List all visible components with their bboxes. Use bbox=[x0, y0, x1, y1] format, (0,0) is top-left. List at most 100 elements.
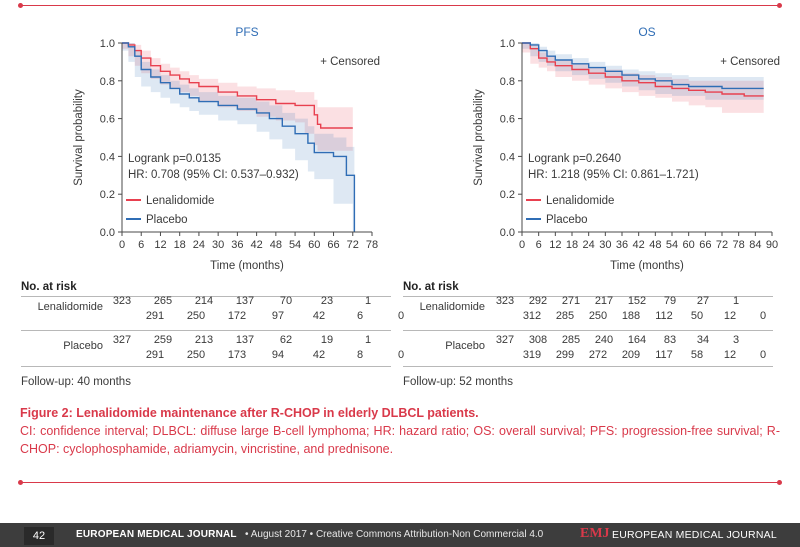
followup-note: Follow-up: 40 months bbox=[21, 376, 131, 388]
os-x-tick-label: 48 bbox=[649, 239, 661, 251]
pfs-x-tick-label: 30 bbox=[212, 239, 224, 251]
risk-value: 271 bbox=[561, 295, 581, 307]
risk-value: 0 bbox=[397, 349, 405, 361]
caption-title: Figure 2: Lenalidomide maintenance after… bbox=[20, 406, 479, 420]
os-curve-placebo bbox=[522, 42, 764, 90]
risk-value: 319 bbox=[522, 349, 542, 361]
os-stats-line: HR: 1.218 (95% CI: 0.861–1.721) bbox=[528, 169, 699, 181]
os-y-tick-label: 0.8 bbox=[500, 76, 515, 88]
pfs-curve-placebo bbox=[122, 42, 356, 232]
risk-value: 27 bbox=[696, 295, 710, 307]
os-x-tick-label: 12 bbox=[549, 239, 561, 251]
pfs-y-tick-label: 1.0 bbox=[100, 38, 115, 50]
risk-value: 152 bbox=[627, 295, 647, 307]
risk-separator bbox=[403, 366, 773, 367]
followup-note: Follow-up: 52 months bbox=[403, 376, 513, 388]
pfs-x-tick-label: 18 bbox=[174, 239, 186, 251]
caption-body: CI: confidence interval; DLBCL: diffuse … bbox=[20, 424, 780, 456]
os-y-axis-label: Survival probability bbox=[473, 89, 485, 186]
risk-value: 137 bbox=[235, 295, 255, 307]
os-censored-label: + Censored bbox=[720, 56, 780, 68]
risk-value: 323 bbox=[112, 295, 132, 307]
risk-value: 327 bbox=[495, 334, 515, 346]
figure-caption: Figure 2: Lenalidomide maintenance after… bbox=[20, 406, 780, 458]
os-ci-band-lenalidomide bbox=[522, 43, 764, 113]
risk-value: 299 bbox=[555, 349, 575, 361]
os-x-axis-label: Time (months) bbox=[610, 260, 684, 272]
page-number: 42 bbox=[24, 527, 54, 545]
os-x-tick-label: 24 bbox=[583, 239, 595, 251]
risk-separator bbox=[403, 296, 773, 297]
risk-value: 250 bbox=[186, 349, 206, 361]
os-x-tick-label: 18 bbox=[566, 239, 578, 251]
risk-value: 79 bbox=[663, 295, 677, 307]
pfs-x-axis-label: Time (months) bbox=[210, 260, 284, 272]
risk-value: 291 bbox=[145, 310, 165, 322]
risk-separator bbox=[21, 296, 391, 297]
risk-value: 97 bbox=[271, 310, 285, 322]
os-x-tick-label: 84 bbox=[749, 239, 761, 251]
risk-value: 3 bbox=[732, 334, 740, 346]
risk-separator bbox=[21, 330, 391, 331]
os-y-tick-label: 0.4 bbox=[500, 151, 515, 163]
bottom-rule bbox=[18, 480, 782, 485]
pfs-x-tick-label: 48 bbox=[270, 239, 282, 251]
risk-value: 19 bbox=[320, 334, 334, 346]
os-x-tick-label: 66 bbox=[699, 239, 711, 251]
pfs-x-tick-label: 42 bbox=[250, 239, 262, 251]
os-x-tick-label: 6 bbox=[536, 239, 542, 251]
risk-value: 62 bbox=[279, 334, 293, 346]
risk-value: 323 bbox=[495, 295, 515, 307]
risk-value: 240 bbox=[594, 334, 614, 346]
risk-value: 112 bbox=[655, 310, 673, 322]
pfs-legend-label-placebo: Placebo bbox=[146, 214, 188, 226]
risk-value: 272 bbox=[588, 349, 608, 361]
risk-value: 0 bbox=[759, 349, 767, 361]
os-y-tick-label: 0.6 bbox=[500, 114, 515, 126]
os-stats-line: Logrank p=0.2640 bbox=[528, 153, 621, 165]
os-title: OS bbox=[638, 25, 655, 39]
pfs-y-tick-label: 0.2 bbox=[100, 189, 115, 201]
journal-name-right: EUROPEAN MEDICAL JOURNAL bbox=[612, 529, 777, 541]
risk-value: 250 bbox=[186, 310, 206, 322]
journal-name: EUROPEAN MEDICAL JOURNAL bbox=[76, 529, 237, 540]
risk-value: 285 bbox=[555, 310, 575, 322]
os-x-tick-label: 30 bbox=[599, 239, 611, 251]
pfs-x-tick-label: 66 bbox=[327, 239, 339, 251]
risk-value: 164 bbox=[627, 334, 647, 346]
pfs-y-tick-label: 0.6 bbox=[100, 114, 115, 126]
os-legend-label-placebo: Placebo bbox=[546, 214, 588, 226]
risk-value: 1 bbox=[364, 295, 372, 307]
risk-value: 259 bbox=[153, 334, 173, 346]
os-legend-label-lenalidomide: Lenalidomide bbox=[546, 195, 614, 207]
risk-value: 312 bbox=[522, 310, 542, 322]
risk-separator bbox=[403, 330, 773, 331]
pfs-x-tick-label: 0 bbox=[119, 239, 125, 251]
risk-value: 6 bbox=[356, 310, 364, 322]
pfs-censored-label: + Censored bbox=[320, 56, 380, 68]
risk-row-label: Lenalidomide bbox=[37, 301, 103, 313]
risk-value: 58 bbox=[690, 349, 704, 361]
os-x-tick-label: 60 bbox=[683, 239, 695, 251]
pfs-y-axis-label: Survival probability bbox=[73, 89, 85, 186]
risk-value: 291 bbox=[145, 349, 165, 361]
os-y-tick-label: 0.0 bbox=[500, 227, 515, 239]
risk-value: 42 bbox=[312, 349, 326, 361]
risk-value: 0 bbox=[759, 310, 767, 322]
os-y-tick-label: 1.0 bbox=[500, 38, 515, 50]
risk-value: 292 bbox=[528, 295, 548, 307]
pfs-x-tick-label: 54 bbox=[289, 239, 301, 251]
risk-value: 34 bbox=[696, 334, 710, 346]
os-x-tick-label: 90 bbox=[766, 239, 778, 251]
risk-value: 188 bbox=[621, 310, 641, 322]
risk-value: 214 bbox=[194, 295, 214, 307]
os-x-tick-label: 0 bbox=[519, 239, 525, 251]
pfs-x-tick-label: 36 bbox=[231, 239, 243, 251]
os-ci-band-placebo bbox=[522, 43, 764, 100]
risk-value: 213 bbox=[194, 334, 214, 346]
pfs-x-tick-label: 6 bbox=[138, 239, 144, 251]
pfs-stats-line: Logrank p=0.0135 bbox=[128, 153, 221, 165]
pfs-ci-band-lenalidomide bbox=[122, 43, 353, 151]
os-x-tick-label: 36 bbox=[616, 239, 628, 251]
os-curve-lenalidomide bbox=[522, 42, 764, 97]
